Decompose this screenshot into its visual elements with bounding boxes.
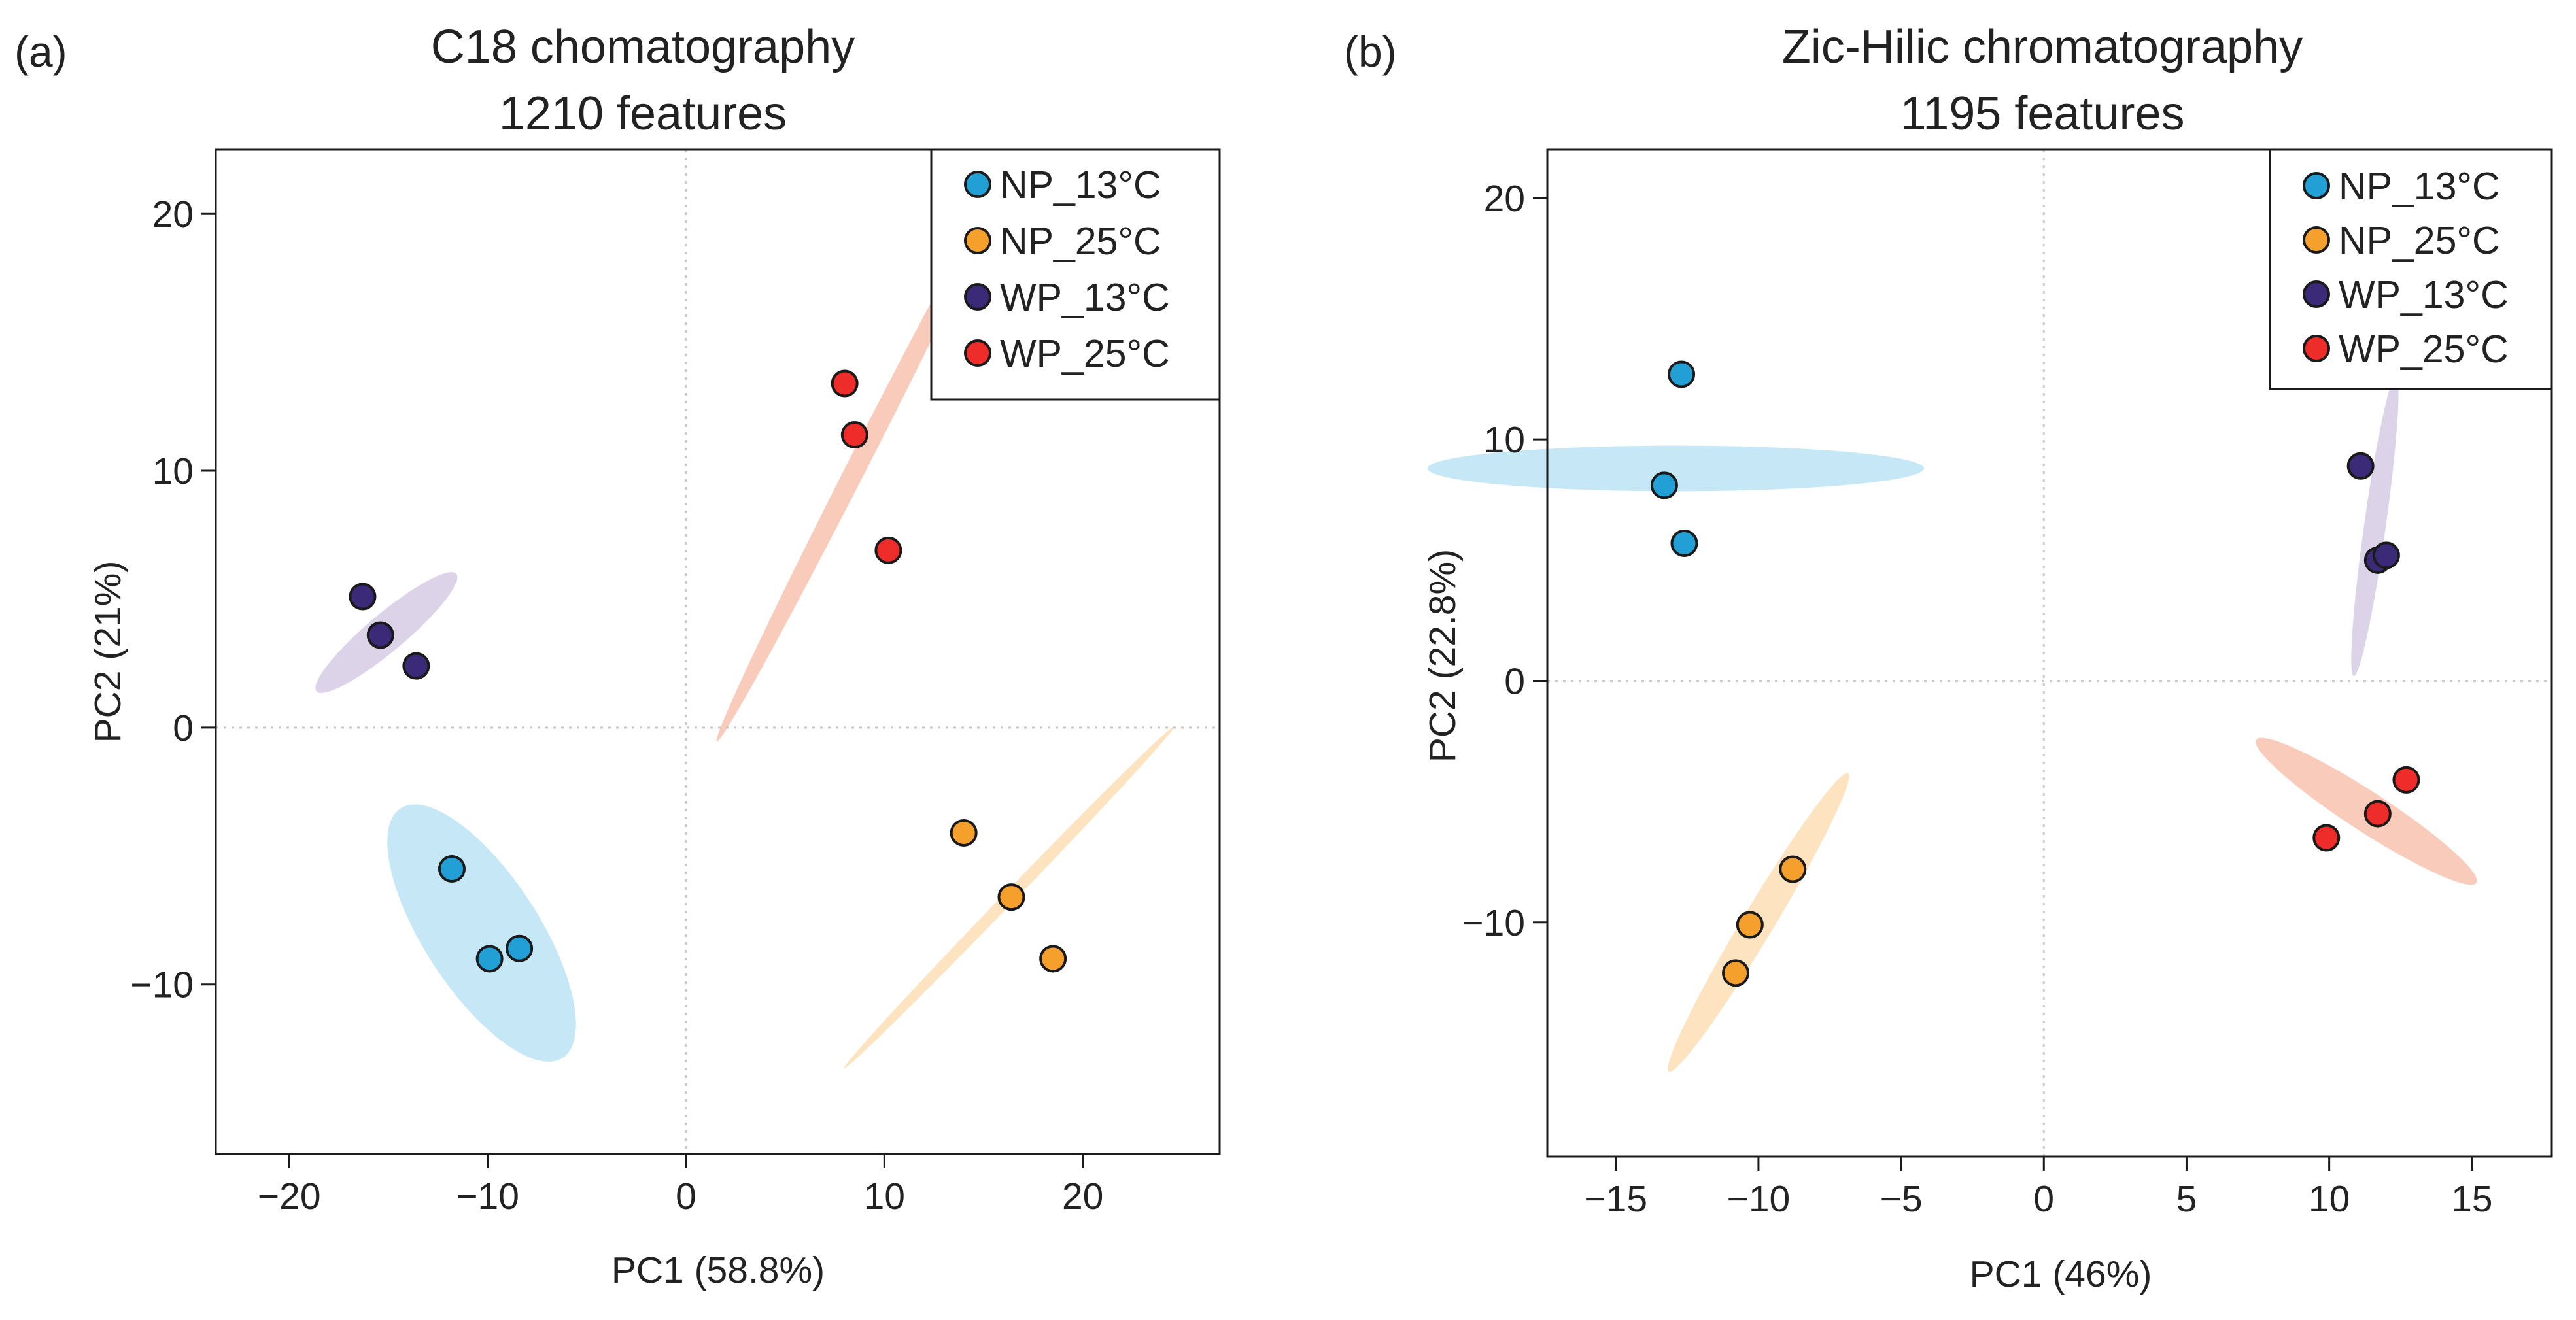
legend-marker-np-13 <box>964 171 991 198</box>
point-wp-13 <box>366 621 394 649</box>
legend-label: WP_25°C <box>2339 328 2509 371</box>
legend-marker-wp-25 <box>2303 335 2330 362</box>
panel-a-c18: (a) C18 chomatography 1210 features −20−… <box>14 21 1221 1291</box>
point-wp-25 <box>2392 766 2420 794</box>
y-axis-title: PC2 (22.8%) <box>1422 549 1464 762</box>
ellipse-np-13 <box>387 804 576 1062</box>
y-tick-label: 0 <box>1504 660 1525 702</box>
data-points <box>1650 360 2420 987</box>
chart-title-line2: 1210 features <box>499 88 787 140</box>
y-tick-label: 20 <box>1484 178 1525 220</box>
y-tick-label: 10 <box>1484 419 1525 461</box>
point-np-13 <box>506 934 534 962</box>
point-wp-25 <box>840 421 868 449</box>
y-tick-label: 20 <box>152 194 194 235</box>
legend-marker-np-13 <box>2303 172 2330 199</box>
x-axis-title: PC1 (46%) <box>1970 1253 2152 1295</box>
point-wp-25 <box>2363 800 2392 828</box>
ellipse-np-13 <box>1427 445 1924 492</box>
ellipse-wp-13 <box>2351 377 2399 677</box>
zero-reference-lines <box>1547 150 2552 1157</box>
point-wp-13 <box>402 652 430 680</box>
point-np-25 <box>1736 911 1764 939</box>
x-tick-label: −10 <box>1727 1178 1791 1220</box>
point-np-25 <box>997 883 1025 911</box>
x-axis-ticks: −15 −10 −5 0 5 10 15 <box>1584 1157 2493 1220</box>
x-tick-label: 20 <box>1062 1176 1103 1217</box>
point-wp-25 <box>2312 824 2341 852</box>
point-np-25 <box>950 819 978 847</box>
plot-frame <box>1546 148 2553 1158</box>
x-tick-label: −10 <box>456 1176 519 1217</box>
point-np-13 <box>1650 471 1678 499</box>
panel-label: (b) <box>1344 27 1397 76</box>
y-tick-label: −10 <box>130 964 194 1006</box>
data-points <box>349 369 1067 973</box>
y-axis-ticks: −10 0 10 20 <box>130 194 216 1006</box>
point-wp-13 <box>2372 541 2400 569</box>
point-wp-13 <box>349 583 377 611</box>
legend-label: NP_25°C <box>1000 220 1161 263</box>
legend-marker-wp-13 <box>964 283 991 311</box>
legend-label: WP_13°C <box>1000 276 1170 319</box>
point-np-25 <box>1779 855 1807 883</box>
x-axis-title: PC1 (58.8%) <box>611 1249 825 1291</box>
legend-label: NP_25°C <box>2339 219 2500 262</box>
x-tick-label: −15 <box>1584 1178 1647 1220</box>
point-wp-13 <box>2346 452 2375 480</box>
x-tick-label: 15 <box>2451 1178 2492 1220</box>
chart-title-line2: 1195 features <box>1900 88 2185 140</box>
legend: NP_13°C NP_25°C WP_13°C WP_25°C <box>930 148 1221 401</box>
point-np-13 <box>1668 360 1696 388</box>
legend-marker-wp-25 <box>964 339 991 367</box>
legend-label: WP_25°C <box>1000 332 1170 375</box>
x-tick-label: 0 <box>676 1176 696 1217</box>
chart-title-line1: Zic-Hilic chromatography <box>1782 21 2303 73</box>
legend-label: NP_13°C <box>2339 165 2500 208</box>
point-wp-25 <box>874 536 902 564</box>
panel-b-zic-hilic: (b) Zic-Hilic chromatography 1195 featur… <box>1344 21 2553 1295</box>
x-tick-label: 5 <box>2176 1178 2197 1220</box>
legend-marker-np-25 <box>964 227 991 254</box>
legend-label: NP_13°C <box>1000 163 1161 207</box>
point-np-25 <box>1722 959 1749 987</box>
zero-reference-lines <box>216 150 1220 1154</box>
x-tick-label: 0 <box>2033 1178 2054 1220</box>
x-tick-label: −20 <box>258 1176 321 1217</box>
point-np-13 <box>1670 529 1698 557</box>
x-tick-label: 10 <box>864 1176 905 1217</box>
x-axis-ticks: −20 −10 0 10 20 <box>258 1154 1103 1217</box>
legend-label: WP_13°C <box>2339 273 2509 316</box>
legend: NP_13°C NP_25°C WP_13°C WP_25°C <box>2269 148 2553 390</box>
y-tick-label: 10 <box>152 450 194 492</box>
point-np-25 <box>1039 945 1067 973</box>
point-wp-25 <box>831 369 859 398</box>
legend-marker-wp-13 <box>2303 280 2330 308</box>
point-np-13 <box>438 855 466 883</box>
y-tick-label: 0 <box>173 707 194 749</box>
confidence-ellipses <box>1427 377 2477 1072</box>
plot-frame <box>215 148 1221 1155</box>
legend-marker-np-25 <box>2303 226 2330 254</box>
chart-title-line1: C18 chomatography <box>431 21 855 73</box>
y-axis-title: PC2 (21%) <box>87 561 129 743</box>
panel-label: (a) <box>14 27 67 76</box>
x-tick-label: 10 <box>2309 1178 2350 1220</box>
point-np-13 <box>475 945 504 973</box>
x-tick-label: −5 <box>1880 1178 1923 1220</box>
y-tick-label: −10 <box>1462 902 1525 944</box>
y-axis-ticks: −10 0 10 20 <box>1462 178 1547 944</box>
